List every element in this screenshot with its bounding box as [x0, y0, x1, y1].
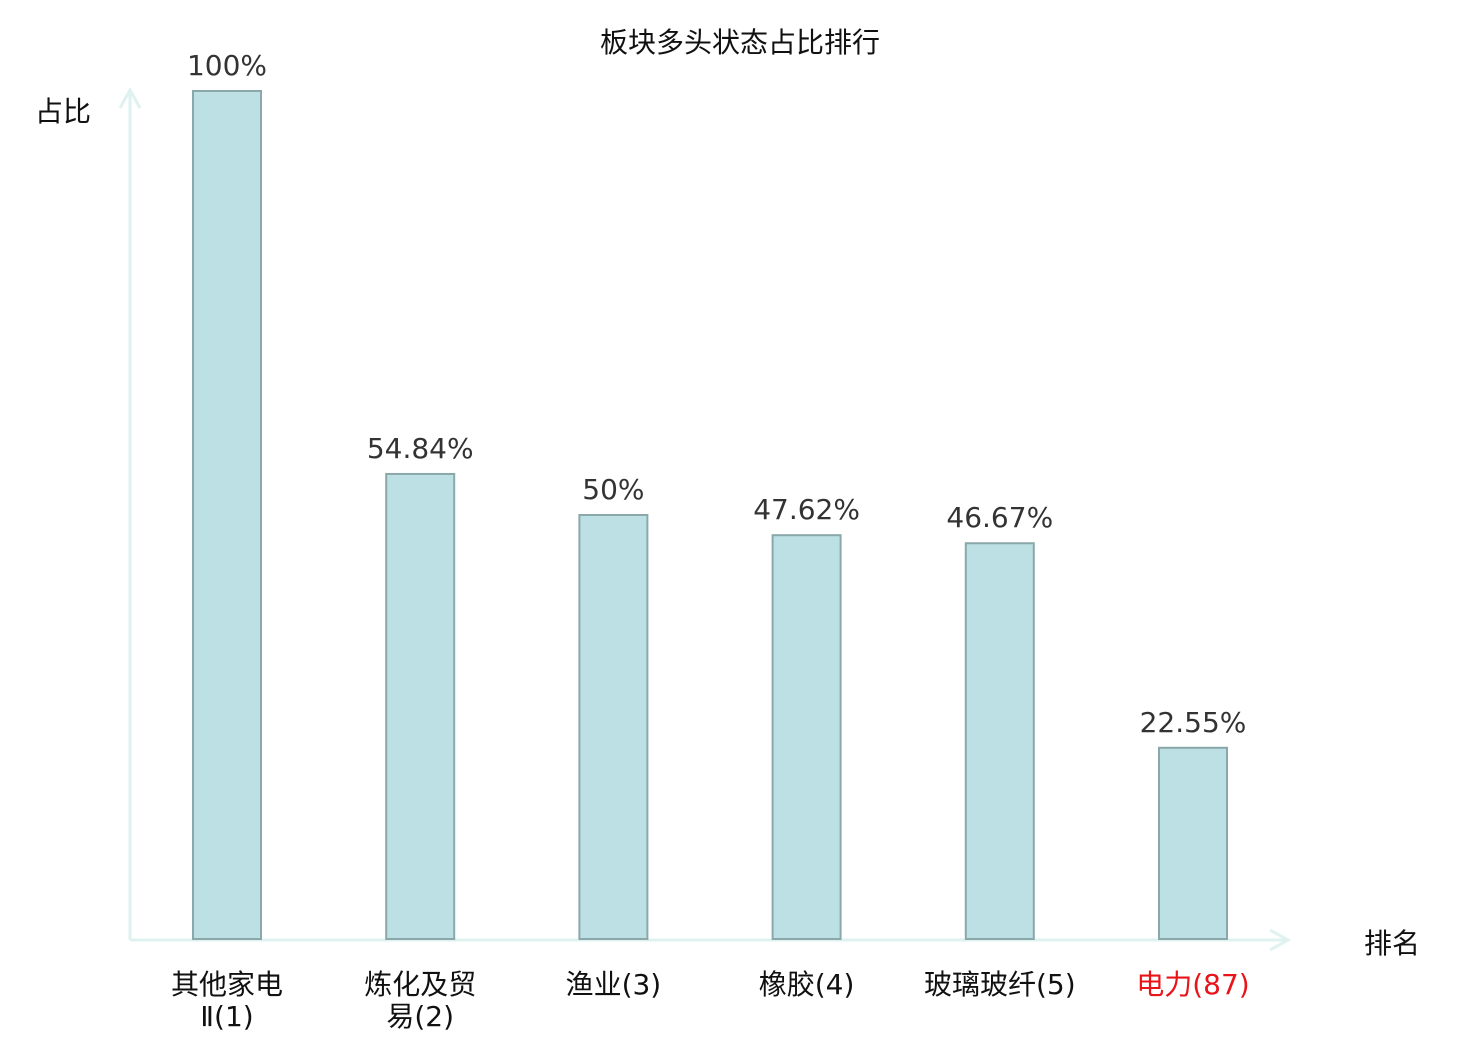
data-label: 50%	[582, 473, 644, 506]
x-axis-arrow-icon	[1269, 928, 1292, 952]
chart-title: 板块多头状态占比排行	[600, 26, 880, 59]
bar	[1158, 746, 1228, 940]
bar	[385, 472, 456, 940]
data-label: 46.67%	[946, 501, 1053, 534]
bar	[192, 90, 262, 940]
data-label: 54.84%	[367, 432, 474, 465]
data-label: 22.55%	[1140, 706, 1247, 739]
x-tick-label: 玻璃玻纤(5)	[924, 968, 1076, 1001]
x-axis-label: 排名	[1364, 927, 1420, 960]
bar	[578, 514, 649, 940]
x-tick-label: 渔业(3)	[566, 968, 662, 1001]
x-tick-label: 电力(87)	[1136, 968, 1249, 1001]
y-axis-arrow-icon	[118, 86, 142, 109]
x-tick-label: 炼化及贸易(2)	[364, 968, 476, 1033]
axes	[118, 86, 1292, 952]
x-tick-label: 橡胶(4)	[759, 968, 855, 1001]
bar	[771, 534, 842, 940]
x-tick-label: 其他家电 Ⅱ(1)	[171, 968, 283, 1033]
y-axis-label: 占比	[35, 95, 91, 128]
data-label: 47.62%	[753, 493, 860, 526]
data-label: 100%	[187, 49, 267, 82]
bar	[964, 542, 1035, 940]
